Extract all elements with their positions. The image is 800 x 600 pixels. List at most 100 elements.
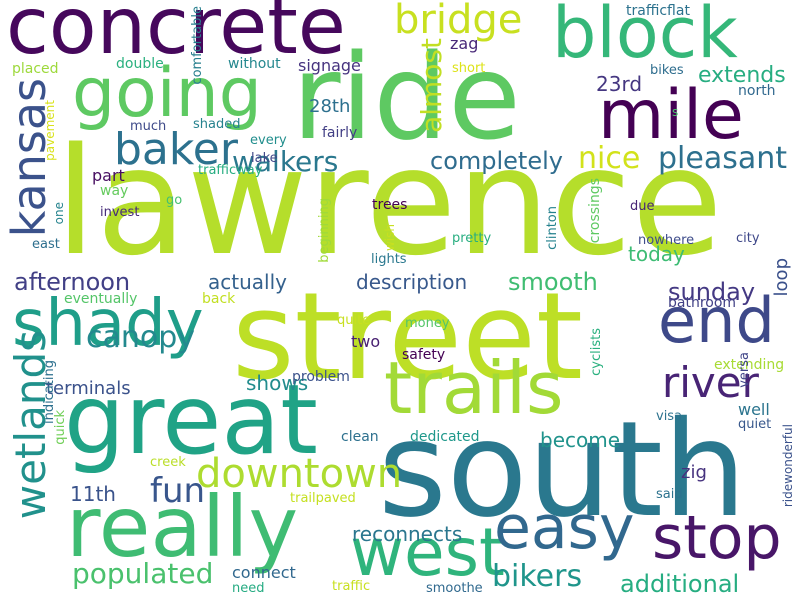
word-short: short: [452, 61, 486, 76]
word-going: going: [72, 54, 262, 133]
word-signage: signage: [298, 56, 361, 75]
word-ridewonderful: ridewonderful: [781, 424, 795, 508]
word-extending: extending: [714, 357, 785, 373]
word-fun: fun: [150, 471, 206, 511]
word-completely: completely: [430, 147, 563, 175]
word-sunday: sunday: [668, 278, 756, 306]
word-zig: zig: [681, 462, 707, 483]
word-go: go: [166, 193, 183, 208]
word-eventually: eventually: [64, 291, 138, 307]
word-downtown: downtown: [196, 451, 403, 497]
word-11th: 11th: [70, 482, 116, 506]
word-block: block: [552, 0, 738, 74]
word-connect: connect: [232, 563, 296, 582]
word-south: south: [378, 393, 747, 547]
word-safety: safety: [402, 347, 446, 363]
word-wish: wish: [383, 224, 397, 252]
word-mile: mile: [598, 76, 744, 155]
word-almost: almost: [415, 38, 448, 133]
word-street: street: [232, 268, 583, 407]
word-reconnects: reconnects: [352, 522, 463, 546]
word-bikers: bikers: [492, 559, 583, 594]
word-smooth: smooth: [508, 268, 598, 296]
word-concrete: concrete: [6, 0, 346, 72]
word-beginning: beginning: [317, 198, 332, 263]
word-clinton: clinton: [545, 206, 560, 250]
word-east: east: [32, 237, 60, 252]
word-bathroom: bathroom: [668, 295, 737, 311]
word-quiet: quiet: [738, 417, 772, 432]
word-extends: extends: [698, 63, 786, 88]
word-really: really: [66, 478, 299, 576]
word-every: every: [250, 133, 287, 148]
word-creek: creek: [150, 455, 186, 470]
word-money: money: [405, 316, 450, 331]
word-terminals: terminals: [46, 378, 131, 399]
word-description: description: [356, 270, 468, 294]
word-said: said: [656, 487, 683, 502]
word-fairly: fairly: [322, 125, 358, 141]
word-today: today: [628, 242, 685, 266]
word-lights: lights: [371, 252, 407, 267]
word-canopy: canopy: [86, 320, 196, 355]
word-actually: actually: [208, 270, 287, 294]
word-well: well: [738, 400, 770, 419]
word-visa: visa: [656, 409, 683, 424]
word-river: river: [662, 358, 759, 407]
word-28th: 28th: [309, 96, 351, 117]
word-great: great: [64, 364, 318, 476]
word-baker: baker: [114, 124, 238, 175]
word-crossings: crossings: [587, 178, 603, 244]
word-much: much: [130, 119, 167, 134]
word-north: north: [738, 83, 776, 99]
word-shaded: shaded: [193, 117, 241, 132]
word-walkers: walkers: [232, 145, 339, 178]
word-23rd: 23rd: [596, 72, 643, 96]
word-lake: lake: [251, 151, 278, 166]
word-double: double: [116, 56, 164, 72]
word-quick: quick: [53, 410, 68, 445]
word-trafficflat: trafficflat: [626, 3, 690, 19]
word-trailpaved: trailpaved: [290, 491, 356, 506]
word-afternoon: afternoon: [14, 268, 131, 296]
word-ride: ride: [292, 28, 521, 166]
word-nice: nice: [578, 141, 641, 176]
word-s: s: [672, 105, 679, 119]
word-placed: placed: [12, 61, 59, 77]
word-loop: loop: [771, 258, 792, 297]
word-cyclists: cyclists: [589, 328, 604, 376]
word-trees: trees: [372, 197, 408, 213]
word-west: west: [350, 514, 505, 591]
word-trails: trails: [384, 346, 564, 430]
word-way: way: [100, 183, 129, 199]
word-lawrence: lawrence: [55, 116, 723, 288]
word-clean: clean: [341, 429, 379, 445]
word-pretty: pretty: [452, 231, 492, 246]
word-bikes: bikes: [650, 63, 684, 78]
word-populated: populated: [72, 557, 214, 590]
word-city: city: [736, 231, 760, 246]
word-quite: quite: [337, 313, 371, 328]
word-shady: shady: [12, 287, 204, 361]
word-shows: shows: [246, 371, 309, 395]
word-stop: stop: [652, 503, 782, 573]
word-bridge: bridge: [394, 0, 523, 43]
word-pavement: pavement: [43, 100, 57, 161]
word-due: due: [630, 199, 655, 214]
word-pleasant: pleasant: [658, 141, 788, 176]
word-trafficway: trafficway: [198, 163, 263, 178]
word-easy: easy: [494, 493, 635, 563]
word-need: need: [232, 581, 265, 596]
word-smoothe: smoothe: [426, 581, 483, 596]
word-additional: additional: [620, 570, 740, 598]
word-two: two: [351, 332, 381, 351]
word-wetlands: wetlands: [6, 330, 55, 520]
word-comfortable: comfortable: [190, 6, 205, 85]
word-invest: invest: [100, 205, 140, 220]
word-become: become: [540, 428, 621, 452]
word-dedicated: dedicated: [410, 429, 480, 445]
word-end: end: [658, 284, 775, 357]
word-without: without: [228, 56, 281, 72]
word-nowhere: nowhere: [638, 233, 695, 248]
